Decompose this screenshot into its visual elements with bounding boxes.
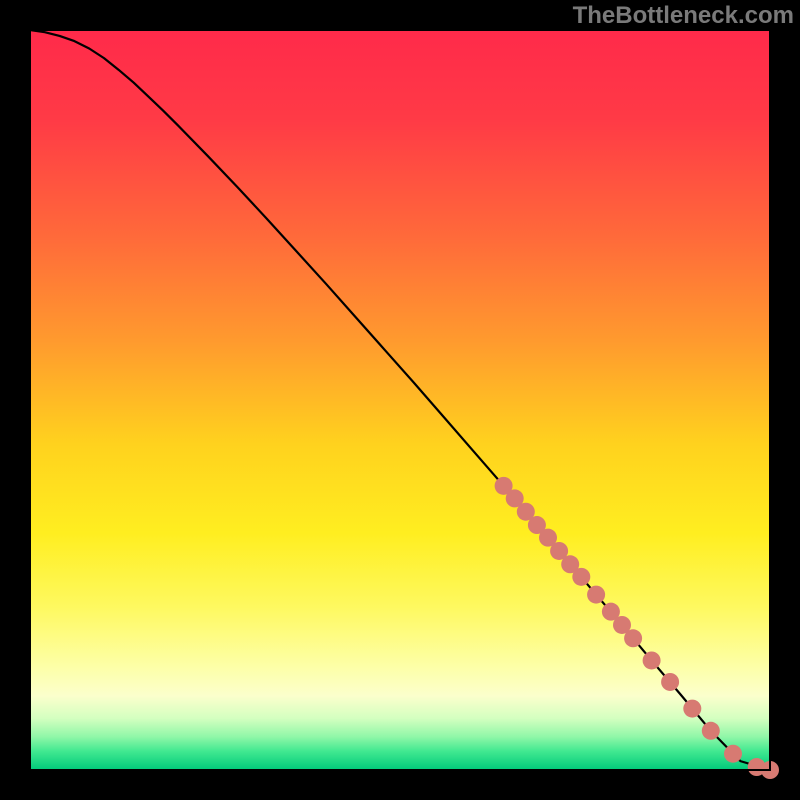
watermark-text: TheBottleneck.com [573, 2, 794, 30]
chart-container: TheBottleneck.com [0, 0, 800, 800]
marker-point [661, 673, 679, 691]
marker-point [702, 722, 720, 740]
marker-point [643, 651, 661, 669]
marker-point [624, 629, 642, 647]
marker-point [587, 586, 605, 604]
marker-point [683, 700, 701, 718]
marker-point [724, 745, 742, 763]
gradient-chart [0, 0, 800, 800]
marker-point [572, 568, 590, 586]
